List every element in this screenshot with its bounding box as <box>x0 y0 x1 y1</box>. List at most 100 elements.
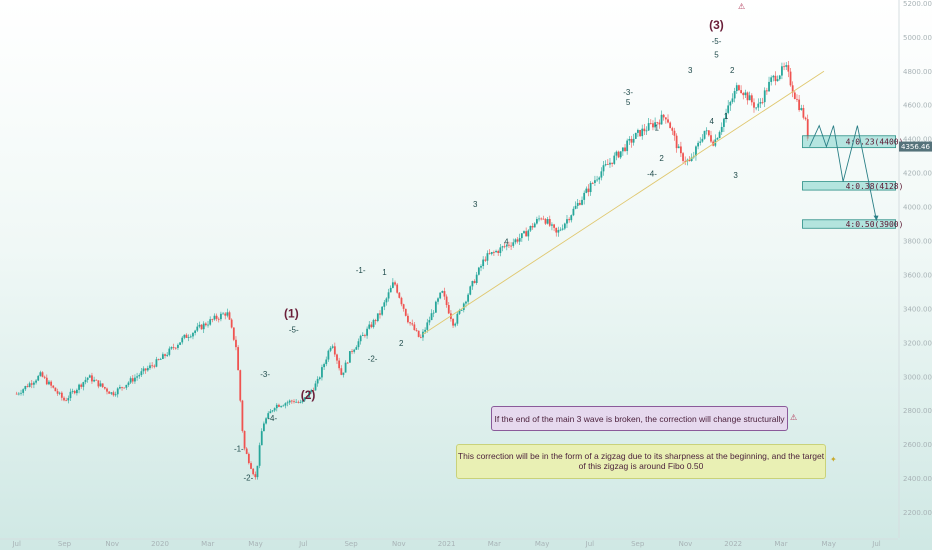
wave-label[interactable]: 1 <box>724 112 729 121</box>
fib-zone-box[interactable] <box>802 181 897 191</box>
candle-body <box>611 162 614 164</box>
wave-label[interactable]: -1- <box>234 444 244 453</box>
wave-label[interactable]: (3) <box>709 18 724 32</box>
candle-body <box>204 323 207 326</box>
wave-label[interactable]: 1 <box>382 268 387 277</box>
candle-body <box>525 231 528 237</box>
candle-body <box>321 367 323 378</box>
candle-body <box>215 315 218 319</box>
wave-label[interactable]: 4 <box>504 237 509 246</box>
wave-label[interactable]: -2- <box>243 473 253 482</box>
candle-body <box>80 384 83 387</box>
wave-label[interactable]: (1) <box>284 306 299 320</box>
candle-body <box>400 297 403 305</box>
fib-zone-box[interactable] <box>802 135 897 149</box>
wave-label[interactable]: 2 <box>730 66 735 75</box>
candle-body <box>437 298 439 302</box>
candle-body <box>198 324 201 327</box>
wave-label[interactable]: 2 <box>659 154 664 163</box>
candle-body <box>312 390 315 392</box>
candle-body <box>523 231 525 234</box>
wave-label[interactable]: 5 <box>626 98 631 107</box>
candle-body <box>628 138 631 141</box>
wave-label[interactable]: -4- <box>647 170 657 179</box>
time-axis[interactable]: Jul Sep Nov 2020 Mar May Jul Sep Nov 2021 Mar May Ju… <box>0 538 898 548</box>
wave-label[interactable]: -4- <box>267 414 277 423</box>
wave-label[interactable]: 4 <box>709 117 714 126</box>
fib-zone-label: 4:0.23(4400) <box>846 138 904 147</box>
candle-body <box>357 341 360 348</box>
candle-body <box>140 371 143 376</box>
support-trendline[interactable] <box>422 70 825 335</box>
candle-body <box>600 171 603 178</box>
candle-body <box>793 92 796 99</box>
y-tick-label: 3800.00 <box>903 237 932 245</box>
candle-body <box>753 102 755 108</box>
candle-body <box>733 91 736 99</box>
note-zigzag-target[interactable]: This correction will be in the form of a… <box>456 444 826 479</box>
candle-body <box>394 282 396 285</box>
candle-body <box>88 375 91 378</box>
price-axis[interactable]: 2200.00 2400.00 2600.00 2800.00 3000.00 3200.… <box>898 0 932 538</box>
wave-label[interactable]: -1- <box>356 266 366 275</box>
candle-body <box>151 365 154 367</box>
candle-body <box>110 392 113 394</box>
wave-label[interactable]: -5- <box>712 37 722 46</box>
candle-body <box>333 346 336 355</box>
candle-body <box>658 122 661 125</box>
candle-body <box>153 365 156 367</box>
candle-body <box>581 199 583 205</box>
wave-label[interactable]: -3- <box>260 370 270 379</box>
candle-body <box>503 246 506 248</box>
wave-label[interactable]: -2- <box>368 354 378 363</box>
projected-zigzag-path[interactable] <box>809 124 877 221</box>
x-tick-label: Nov <box>105 540 119 548</box>
candle-body <box>159 358 162 360</box>
candle-body <box>746 92 749 101</box>
candle-body <box>559 229 562 231</box>
candle-body <box>413 324 416 331</box>
candle-body <box>112 392 115 396</box>
y-tick-label: 4800.00 <box>903 68 932 76</box>
wave-label[interactable]: 2 <box>399 339 404 348</box>
candle-body <box>409 322 411 324</box>
candle-body <box>293 401 295 403</box>
fib-zone-box[interactable] <box>802 219 897 229</box>
candle-body <box>30 383 33 385</box>
candle-body <box>136 376 138 378</box>
wave-label[interactable]: -3- <box>623 88 633 97</box>
candle-body <box>763 90 766 103</box>
candle-body <box>138 375 141 377</box>
candle-body <box>716 138 719 140</box>
candle-body <box>275 404 278 409</box>
candle-body <box>617 151 620 158</box>
y-tick-label: 4600.00 <box>903 102 932 110</box>
wave-label[interactable]: 3 <box>688 66 693 75</box>
note-structural-break[interactable]: If the end of the main 3 wave is broken,… <box>491 406 788 431</box>
candle-body <box>52 385 55 388</box>
candle-body <box>142 368 145 372</box>
candle-body <box>295 401 298 403</box>
wave-label[interactable]: 3 <box>473 200 478 209</box>
candle-body <box>260 431 263 446</box>
candle-body <box>368 324 371 329</box>
wave-label[interactable]: 1 <box>655 124 660 133</box>
candle-body <box>673 130 676 136</box>
candle-body <box>73 390 76 394</box>
candle-body <box>54 387 57 392</box>
wave-label[interactable]: (2) <box>301 388 316 402</box>
wave-label[interactable]: 5 <box>714 51 719 60</box>
candle-body <box>583 192 586 200</box>
candle-body <box>118 387 121 389</box>
candle-body <box>426 322 429 330</box>
candle-body <box>192 332 194 337</box>
candle-body <box>355 347 358 350</box>
candle-body <box>344 362 347 373</box>
candle-body <box>462 303 465 310</box>
wave-label[interactable]: 3 <box>733 171 738 180</box>
x-tick-label: Nov <box>679 540 693 548</box>
candle-body <box>563 223 566 229</box>
wave-label[interactable]: -5- <box>289 326 299 335</box>
x-tick-label: Jul <box>871 540 881 548</box>
